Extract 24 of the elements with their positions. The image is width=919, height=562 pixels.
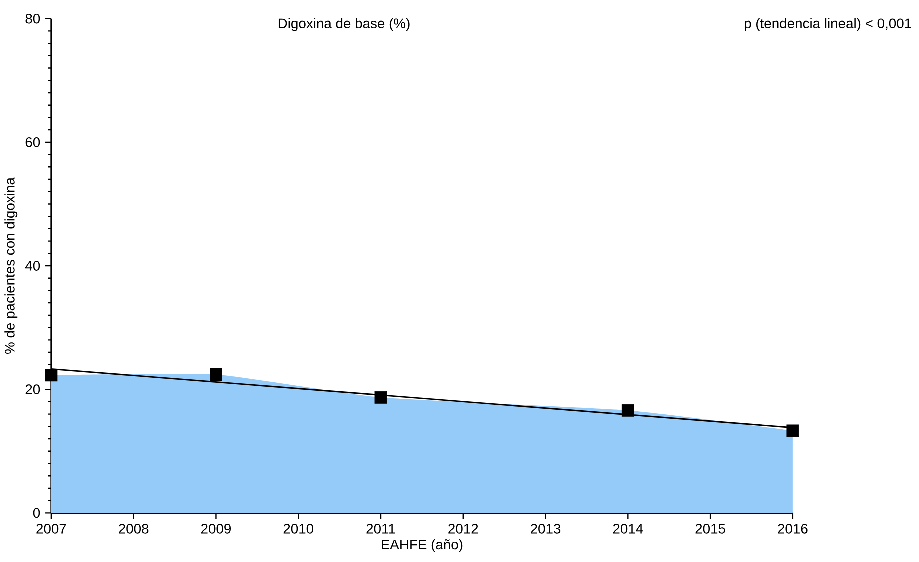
y-axis-title: % de pacientes con digoxina [4, 178, 18, 354]
point [45, 369, 58, 382]
x-tick-label: 2013 [531, 524, 561, 534]
y-tick-label: 80 [26, 14, 40, 24]
x-tick-label: 2010 [284, 524, 314, 534]
x-tick-label: 2008 [119, 524, 149, 534]
x-tick-label: 2007 [36, 524, 66, 534]
chart-title: Digoxina de base (%) [278, 18, 410, 32]
x-tick-label: 2009 [201, 524, 232, 534]
x-tick-label: 2016 [778, 524, 808, 534]
x-tick-label: 2012 [448, 524, 478, 534]
x-tick-label: 2011 [366, 524, 396, 534]
y-tick-label: 40 [25, 261, 40, 272]
x-tick-label: 2015 [696, 524, 726, 534]
annotation: p (tendencia lineal) < 0,001 [744, 18, 912, 32]
point [786, 424, 800, 438]
point [210, 368, 222, 382]
x-axis-title: EAHFE (año) [382, 540, 463, 552]
x-tick-label: 2014 [613, 524, 644, 534]
y-tick-label: 20 [26, 384, 40, 395]
y-tick-label: 60 [26, 138, 40, 148]
point [374, 391, 388, 404]
point [622, 404, 634, 417]
y-tick-label: 0 [33, 508, 40, 518]
